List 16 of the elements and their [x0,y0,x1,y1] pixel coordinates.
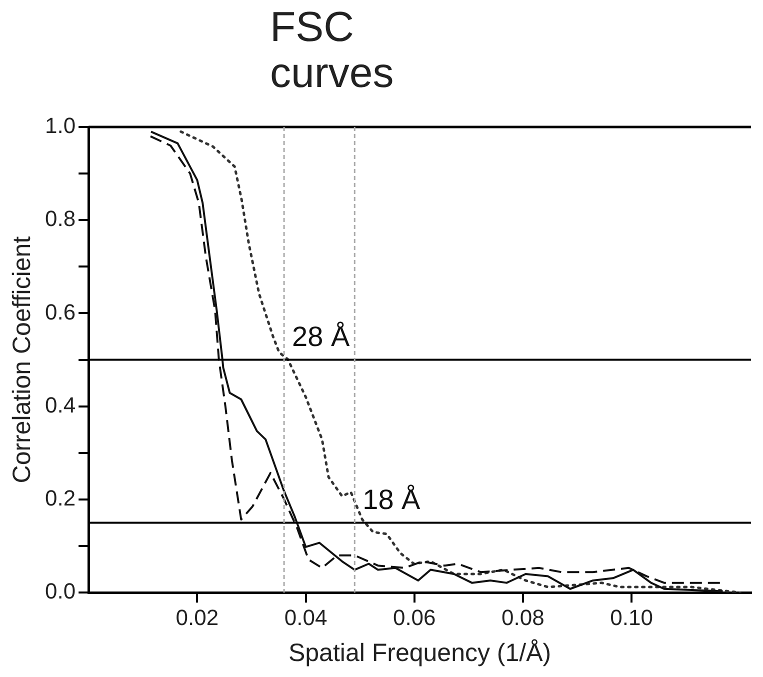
chart-title: FSC curves [270,3,395,96]
y-axis-title: Correlation Coefficient [8,236,36,484]
y-tick-label: 0.0 [44,578,76,604]
y-tick-label: 1.0 [44,113,76,138]
y-tick-label: 0.4 [44,392,76,418]
annotation: 28 Å [292,320,350,352]
x-axis-title: Spatial Frequency (1/Å) [288,638,552,667]
x-tick-label: 0.06 [392,604,436,630]
x-tick-label: 0.02 [176,604,219,630]
y-tick-label: 0.8 [44,206,76,232]
x-tick-label: 0.10 [610,604,653,630]
annotation: 18 Å [362,484,421,515]
x-tick-label: 0.08 [502,604,544,630]
y-tick-label: 0.2 [44,486,76,511]
x-tick-label: 0.04 [284,604,328,630]
y-tick-label: 0.6 [44,299,76,324]
